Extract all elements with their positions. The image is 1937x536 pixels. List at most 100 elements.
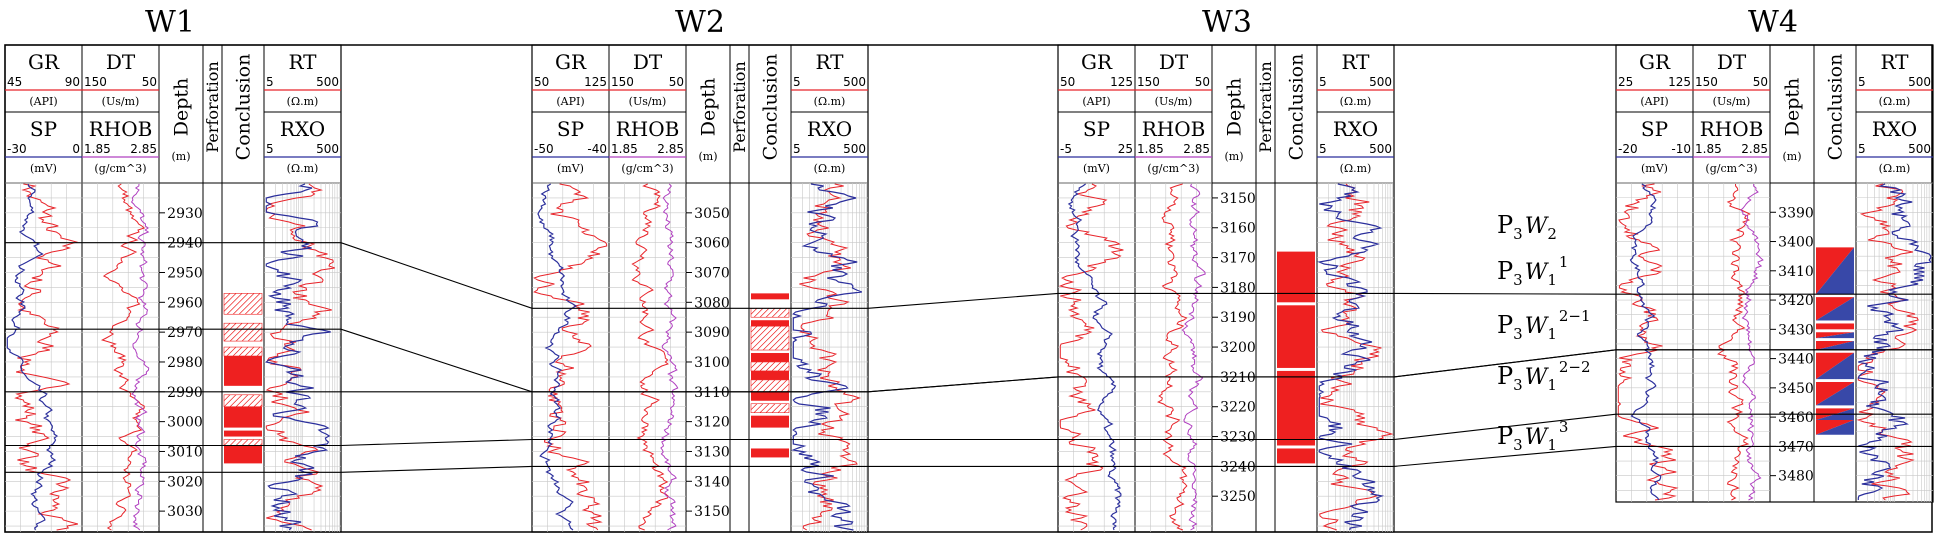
curve-min-rt: 5	[793, 75, 801, 89]
perforation-track-label: Perforation	[203, 61, 222, 152]
depth-tick-label: 3470	[1778, 439, 1814, 455]
conclusion-hatch	[250, 303, 263, 315]
curve-max-rhob: 2.85	[130, 142, 157, 156]
sp-curve	[537, 183, 578, 531]
curve-max-rxo: 500	[316, 142, 339, 156]
curve-max-rt: 500	[316, 75, 339, 89]
curve-max-sp: -10	[1671, 142, 1691, 156]
rxo-curve	[1857, 183, 1932, 500]
conclusion-hatch	[253, 398, 263, 407]
conclusion-interval	[224, 406, 262, 428]
depth-tick-label: 2980	[167, 355, 203, 371]
curve-unit-gr: (API)	[1640, 95, 1668, 108]
conclusion-hatch	[756, 379, 770, 393]
conclusion-hatch	[229, 439, 237, 446]
conclusion-hatch	[256, 309, 263, 315]
conclusion-hatch	[750, 325, 758, 333]
depth-tick-label: 3480	[1778, 469, 1814, 485]
conclusion-interval	[1277, 305, 1315, 368]
curve-unit-rhob: (g/cm^3)	[1147, 162, 1199, 175]
well-title-W1: W1	[145, 5, 195, 40]
depth-tick-label: 2970	[167, 325, 203, 341]
curve-name-rt: RT	[1880, 50, 1909, 74]
conclusion-hatch	[229, 394, 243, 407]
depth-tick-label: 2950	[167, 265, 203, 281]
zone-base: P	[1497, 257, 1513, 285]
depth-tick-label: 3180	[1220, 280, 1256, 296]
conclusion-hatch	[235, 439, 243, 446]
depth-track-label: Depth	[1224, 78, 1246, 137]
conclusion-hatch	[774, 379, 788, 393]
depth-tick-label: 3060	[694, 236, 730, 252]
conclusion-hatch	[768, 329, 790, 351]
conclusion-hatch	[765, 308, 776, 318]
depth-tick-label: 3000	[167, 415, 203, 431]
curve-max-gr: 125	[1110, 75, 1133, 89]
zone-sub2: 1	[1547, 436, 1557, 454]
correlation-line	[5, 445, 1933, 473]
correlation-line	[5, 413, 1933, 447]
curve-unit-dt: (Us/m)	[1155, 95, 1193, 108]
conclusion-hatch	[759, 308, 770, 318]
conclusion-track-label: Conclusion	[1825, 54, 1847, 161]
depth-tick-label: 3120	[694, 415, 730, 431]
curve-name-sp: SP	[557, 117, 584, 141]
dt-curve	[1717, 183, 1751, 501]
curve-name-gr: GR	[1081, 50, 1113, 74]
conclusion-interval	[1816, 420, 1854, 435]
zone-base: P	[1497, 422, 1513, 450]
conclusion-hatch	[250, 346, 261, 357]
depth-tick-label: 3130	[694, 444, 730, 460]
conclusion-interval	[1816, 420, 1854, 435]
depth-unit-label: (m)	[171, 150, 190, 163]
rhob-curve	[130, 183, 150, 531]
curve-unit-rxo: (Ω.m)	[287, 162, 319, 175]
depth-tick-label: 3390	[1778, 205, 1814, 221]
depth-unit-label: (m)	[1224, 150, 1243, 163]
conclusion-hatch	[235, 394, 249, 407]
sp-curve	[1629, 183, 1662, 501]
conclusion-hatch	[786, 347, 790, 351]
zone-label: P3W11	[1497, 253, 1568, 289]
conclusion-hatch	[753, 403, 764, 413]
curve-name-rt: RT	[1341, 50, 1370, 74]
depth-tick-label: 2960	[167, 295, 203, 311]
conclusion-hatch	[223, 293, 243, 312]
curve-unit-gr: (API)	[556, 95, 584, 108]
depth-tick-label: 3460	[1778, 410, 1814, 426]
conclusion-hatch	[232, 293, 255, 315]
conclusion-hatch	[759, 361, 770, 372]
depth-tick-label: 2930	[167, 206, 203, 222]
conclusion-hatch	[783, 312, 790, 318]
depth-tick-label: 3090	[694, 325, 730, 341]
conclusion-interval	[750, 403, 790, 413]
curve-name-sp: SP	[1641, 117, 1668, 141]
depth-tick-label: 3450	[1778, 381, 1814, 397]
curve-min-rxo: 5	[793, 142, 801, 156]
curve-max-gr: 125	[1668, 75, 1691, 89]
curve-max-rt: 500	[1908, 75, 1931, 89]
curve-name-rhob: RHOB	[89, 117, 153, 141]
conclusion-hatch	[259, 338, 263, 342]
conclusion-interval	[1277, 448, 1315, 464]
zone-italic: W	[1525, 365, 1550, 390]
depth-tick-label: 3020	[167, 474, 203, 490]
conclusion-hatch	[223, 322, 231, 330]
depth-track-label: Depth	[698, 78, 720, 137]
curve-max-dt: 50	[1753, 75, 1768, 89]
conclusion-hatch	[247, 394, 261, 407]
conclusion-interval	[1277, 251, 1315, 303]
curve-unit-rt: (Ω.m)	[287, 95, 319, 108]
well-panel-W1	[4, 44, 342, 533]
depth-tick-label: 3440	[1778, 352, 1814, 368]
curve-min-sp: -20	[1618, 142, 1638, 156]
depth-tick-label: 3230	[1220, 430, 1256, 446]
depth-tick-label: 3250	[1220, 489, 1256, 505]
conclusion-interval	[223, 293, 263, 315]
curve-name-rxo: RXO	[1872, 117, 1917, 141]
conclusion-hatch	[753, 361, 764, 372]
depth-unit-label: (m)	[698, 150, 717, 163]
conclusion-hatch	[783, 365, 790, 372]
zone-base: P	[1497, 311, 1513, 339]
curve-max-rxo: 500	[843, 142, 866, 156]
